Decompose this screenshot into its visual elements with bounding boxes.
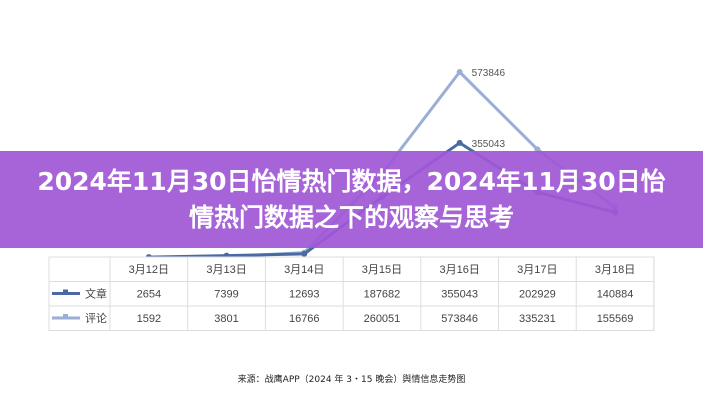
table-cell: 202929 bbox=[519, 289, 556, 301]
title-banner: 2024年11月30日怡情热门数据，2024年11月30日怡情热门数据之下的观察… bbox=[0, 151, 703, 248]
data-label: 573846 bbox=[472, 68, 506, 79]
banner-title: 2024年11月30日怡情热门数据，2024年11月30日怡情热门数据之下的观察… bbox=[37, 166, 666, 232]
table-header-cell: 3月14日 bbox=[284, 264, 324, 276]
legend-label: 文章 bbox=[85, 287, 107, 301]
table-header-cell: 3月17日 bbox=[517, 264, 557, 276]
legend-marker bbox=[63, 289, 68, 295]
table-cell: 7399 bbox=[214, 289, 238, 301]
table-cell: 1592 bbox=[137, 313, 161, 325]
table-cell: 140884 bbox=[597, 289, 634, 301]
legend-label: 评论 bbox=[85, 311, 107, 325]
data-point bbox=[534, 146, 541, 153]
data-label: 355043 bbox=[472, 139, 506, 150]
table-cell: 187682 bbox=[364, 289, 401, 301]
table-cell: 335231 bbox=[519, 313, 556, 325]
table-header-cell: 3月15日 bbox=[362, 264, 402, 276]
table-cell: 260051 bbox=[364, 313, 401, 325]
data-point bbox=[456, 69, 463, 75]
data-table bbox=[48, 256, 655, 331]
table-header-cell: 3月18日 bbox=[595, 264, 635, 276]
table-cell: 12693 bbox=[289, 289, 320, 301]
table-header-cell: 3月13日 bbox=[206, 264, 246, 276]
table-header-cell: 3月16日 bbox=[439, 264, 479, 276]
table-cell: 3801 bbox=[214, 313, 238, 325]
table-cell: 2654 bbox=[137, 289, 161, 301]
chart-source: 来源：战鹰APP（2024 年 3・15 晚会）舆情信息走势图 bbox=[237, 375, 466, 385]
table-cell: 573846 bbox=[441, 313, 478, 325]
table-cell: 155569 bbox=[597, 313, 634, 325]
table-cell: 355043 bbox=[441, 289, 478, 301]
data-point bbox=[301, 250, 308, 257]
table-cell: 16766 bbox=[289, 313, 320, 325]
data-point bbox=[456, 139, 463, 146]
table-header-cell: 3月12日 bbox=[129, 264, 169, 276]
legend-marker bbox=[63, 314, 68, 319]
